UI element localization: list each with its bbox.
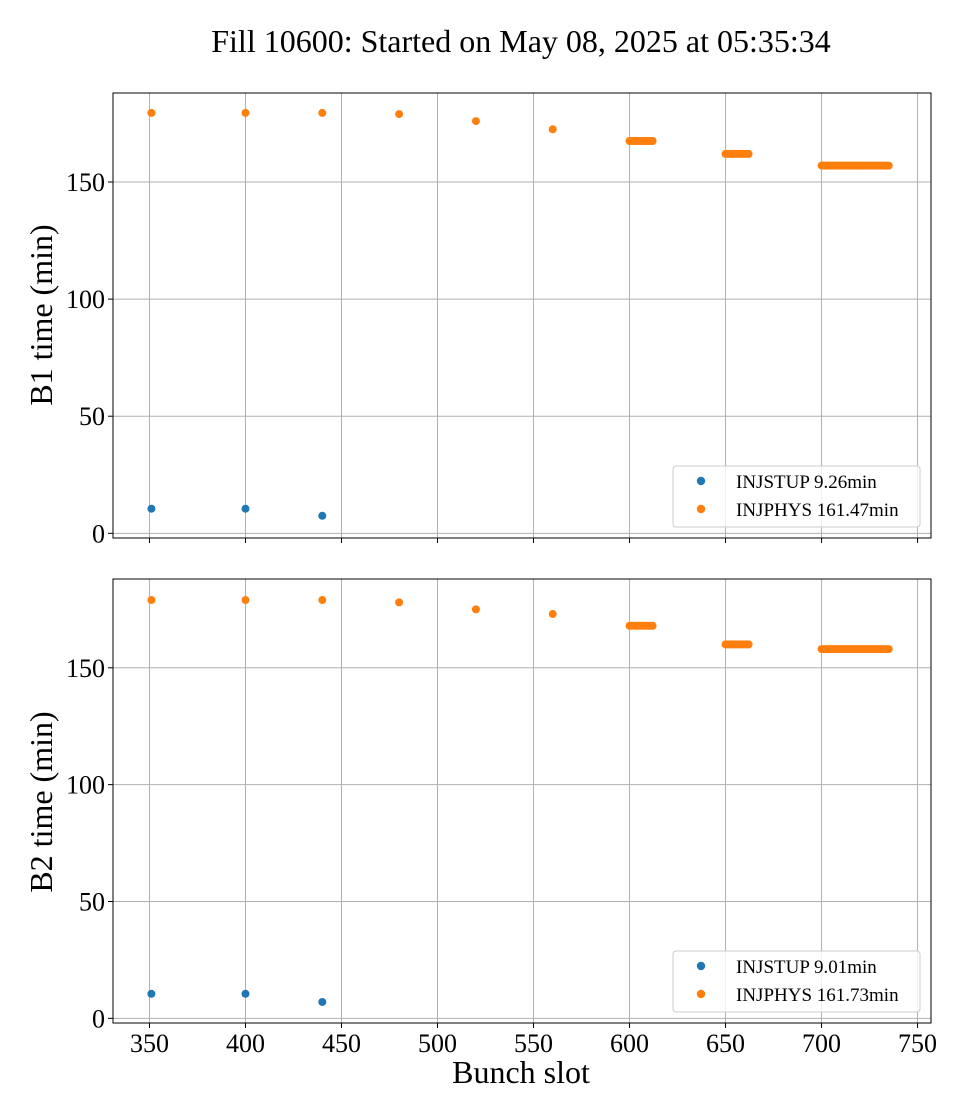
panel-b2-injphys-point [471, 605, 480, 614]
panel-b1-legend-label-injphys: INJPHYS 161.47min [736, 500, 899, 521]
panel-b1: 0 50 100 150 B1 time (min) INJSTUP 9.26min … [23, 92, 932, 548]
panel-b2-ytick-label: 100 [66, 771, 105, 800]
panel-b1-points [147, 108, 893, 520]
panel-b2-grid [113, 579, 931, 1023]
panel-b2-injphys-point [648, 621, 657, 630]
panel-b1-legend: INJSTUP 9.26min INJPHYS 161.47min [672, 465, 921, 528]
panel-b1-injstup-point [241, 504, 250, 513]
panel-b1-injphys-point [548, 125, 557, 134]
panel-b2-injphys-point [744, 640, 753, 649]
panel-b2: 350 400 450 500 550 600 650 700 750 0 50 100 150 B2 … [23, 578, 937, 1058]
panel-b1-legend-box [672, 465, 921, 528]
panel-b2-injstup-point [241, 989, 250, 998]
x-tick-label: 600 [610, 1029, 649, 1058]
x-tick-label: 450 [322, 1029, 361, 1058]
panel-b1-legend-marker-injstup [696, 476, 706, 486]
panel-b1-injstup-point [147, 504, 156, 513]
panel-b2-legend-marker-injstup [696, 961, 706, 971]
panel-b1-injphys-point [241, 108, 250, 117]
x-tick-label: 400 [226, 1029, 265, 1058]
x-tick-label: 500 [418, 1029, 457, 1058]
panel-b1-ytick-label: 0 [92, 519, 105, 548]
panel-b1-legend-label-injstup: INJSTUP 9.26min [736, 472, 877, 493]
panel-b1-legend-marker-injphys [696, 504, 706, 514]
panel-b1-injphys-point [395, 110, 404, 119]
panel-b2-injphys-point [548, 610, 557, 619]
panel-b1-injphys-point [884, 161, 893, 170]
panel-b2-injphys-point [884, 645, 893, 654]
panel-b1-ytick-label: 50 [79, 402, 105, 431]
panel-b1-injphys-point [147, 108, 156, 117]
x-tick-label: 350 [130, 1029, 169, 1058]
panel-b1-injphys-point [318, 108, 327, 117]
x-tick-label: 750 [898, 1029, 937, 1058]
panel-b2-ytick-label: 50 [79, 887, 105, 916]
panel-b1-injstup-point [318, 511, 327, 520]
panel-b2-injstup-point [147, 989, 156, 998]
panel-b2-legend: INJSTUP 9.01min INJPHYS 161.73min [672, 950, 921, 1013]
panel-b1-injphys-point [744, 149, 753, 158]
panel-b1-ytick-label: 100 [66, 285, 105, 314]
panel-b2-injphys-point [147, 596, 156, 605]
panel-b1-grid [113, 93, 931, 538]
x-tick-label: 550 [514, 1029, 553, 1058]
x-tick-label: 700 [802, 1029, 841, 1058]
panel-b2-ytick-label: 0 [92, 1004, 105, 1033]
panel-b2-ylabel: B2 time (min) [23, 711, 59, 892]
panel-b2-legend-label-injstup: INJSTUP 9.01min [736, 957, 877, 978]
panel-b2-injphys-point [241, 596, 250, 605]
panel-b2-injphys-point [395, 598, 404, 607]
panel-b1-frame [112, 92, 932, 539]
chart-title: Fill 10600: Started on May 08, 2025 at 0… [211, 23, 831, 59]
panel-b1-axes: 0 50 100 150 [66, 168, 919, 548]
x-axis-label: Bunch slot [452, 1054, 590, 1090]
panel-b2-legend-label-injphys: INJPHYS 161.73min [736, 985, 899, 1006]
panel-b2-injstup-point [318, 997, 327, 1006]
panel-b2-legend-marker-injphys [696, 989, 706, 999]
panel-b2-points [147, 596, 893, 1006]
panel-b2-frame [112, 578, 932, 1024]
panel-b2-ytick-label: 150 [66, 654, 105, 683]
panel-b2-injphys-point [318, 596, 327, 605]
panel-b1-injphys-point [648, 137, 657, 146]
panel-b2-axes: 350 400 450 500 550 600 650 700 750 0 50 100 150 [66, 654, 937, 1058]
panel-b1-injphys-point [471, 117, 480, 126]
x-tick-label: 650 [706, 1029, 745, 1058]
panel-b1-ylabel: B1 time (min) [23, 224, 59, 405]
panel-b2-legend-box [672, 950, 921, 1013]
panel-b1-ytick-label: 150 [66, 168, 105, 197]
